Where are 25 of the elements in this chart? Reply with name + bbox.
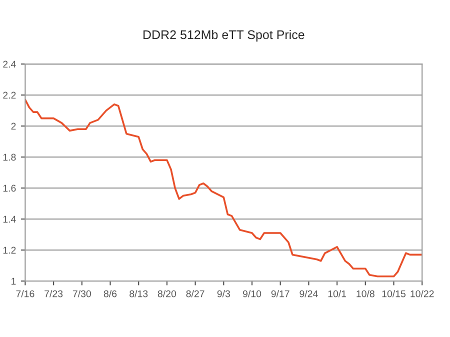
y-tick-label: 1.2 bbox=[3, 246, 16, 254]
x-tick-label: 10/22 bbox=[410, 290, 434, 298]
y-tick-label: 1.8 bbox=[3, 154, 16, 161]
x-tick-label: 10/8 bbox=[356, 290, 374, 298]
x-tick-label: 7/23 bbox=[44, 290, 63, 298]
x-tick-label: 7/30 bbox=[72, 290, 91, 298]
x-tick-label: 9/24 bbox=[300, 290, 318, 298]
x-tick-label: 8/13 bbox=[130, 290, 148, 298]
y-tick-label: 2.4 bbox=[3, 60, 16, 68]
line-series bbox=[25, 98, 422, 278]
x-tick-label: 9/17 bbox=[271, 290, 290, 298]
x-tick-label: 8/20 bbox=[158, 290, 176, 298]
x-tick-label: 9/3 bbox=[217, 290, 230, 298]
x-tick-label: 7/16 bbox=[16, 290, 34, 298]
y-tick-label: 1 bbox=[12, 278, 16, 285]
y-tick-label: 2 bbox=[11, 122, 16, 130]
x-tick-label: 8/6 bbox=[104, 290, 117, 298]
y-tick-label: 2.2 bbox=[3, 92, 16, 99]
x-tick-label: 10/15 bbox=[382, 290, 406, 298]
x-tick-label: 8/27 bbox=[186, 290, 204, 298]
x-tick-label: 10/1 bbox=[328, 290, 346, 298]
y-tick-label: 1.4 bbox=[3, 216, 16, 223]
chart-title: DDR2 512Mb eTT Spot Price bbox=[144, 30, 304, 42]
x-tick-label: 9/10 bbox=[242, 290, 262, 298]
y-tick-label: 1.6 bbox=[3, 184, 16, 192]
